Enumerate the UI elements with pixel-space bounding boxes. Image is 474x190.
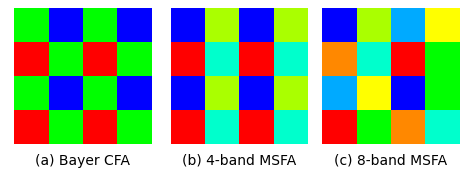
- Bar: [425, 110, 460, 144]
- Bar: [171, 110, 205, 144]
- Bar: [273, 42, 308, 76]
- Bar: [239, 110, 273, 144]
- Bar: [14, 8, 48, 42]
- Bar: [273, 110, 308, 144]
- Bar: [205, 42, 239, 76]
- Bar: [425, 8, 460, 42]
- Bar: [357, 8, 391, 42]
- Bar: [273, 76, 308, 110]
- Bar: [425, 42, 460, 76]
- Bar: [83, 110, 117, 144]
- Bar: [239, 8, 273, 42]
- Bar: [14, 110, 48, 144]
- Bar: [48, 76, 83, 110]
- Bar: [205, 76, 239, 110]
- Bar: [48, 42, 83, 76]
- Text: (a) Bayer CFA: (a) Bayer CFA: [36, 154, 130, 168]
- Bar: [273, 8, 308, 42]
- Bar: [48, 110, 83, 144]
- Bar: [322, 8, 357, 42]
- Bar: [14, 76, 48, 110]
- Bar: [322, 110, 357, 144]
- Bar: [391, 110, 425, 144]
- Bar: [205, 110, 239, 144]
- Bar: [357, 110, 391, 144]
- Text: (c) 8-band MSFA: (c) 8-band MSFA: [335, 154, 447, 168]
- Bar: [171, 42, 205, 76]
- Text: (b) 4-band MSFA: (b) 4-band MSFA: [182, 154, 297, 168]
- Bar: [83, 76, 117, 110]
- Bar: [117, 42, 152, 76]
- Bar: [171, 76, 205, 110]
- Bar: [425, 76, 460, 110]
- Bar: [14, 42, 48, 76]
- Bar: [391, 42, 425, 76]
- Bar: [117, 110, 152, 144]
- Bar: [322, 76, 357, 110]
- Bar: [357, 76, 391, 110]
- Bar: [171, 8, 205, 42]
- Bar: [239, 76, 273, 110]
- Bar: [205, 8, 239, 42]
- Bar: [322, 42, 357, 76]
- Bar: [117, 76, 152, 110]
- Bar: [83, 42, 117, 76]
- Bar: [83, 8, 117, 42]
- Bar: [117, 8, 152, 42]
- Bar: [48, 8, 83, 42]
- Bar: [391, 76, 425, 110]
- Bar: [357, 42, 391, 76]
- Bar: [239, 42, 273, 76]
- Bar: [391, 8, 425, 42]
